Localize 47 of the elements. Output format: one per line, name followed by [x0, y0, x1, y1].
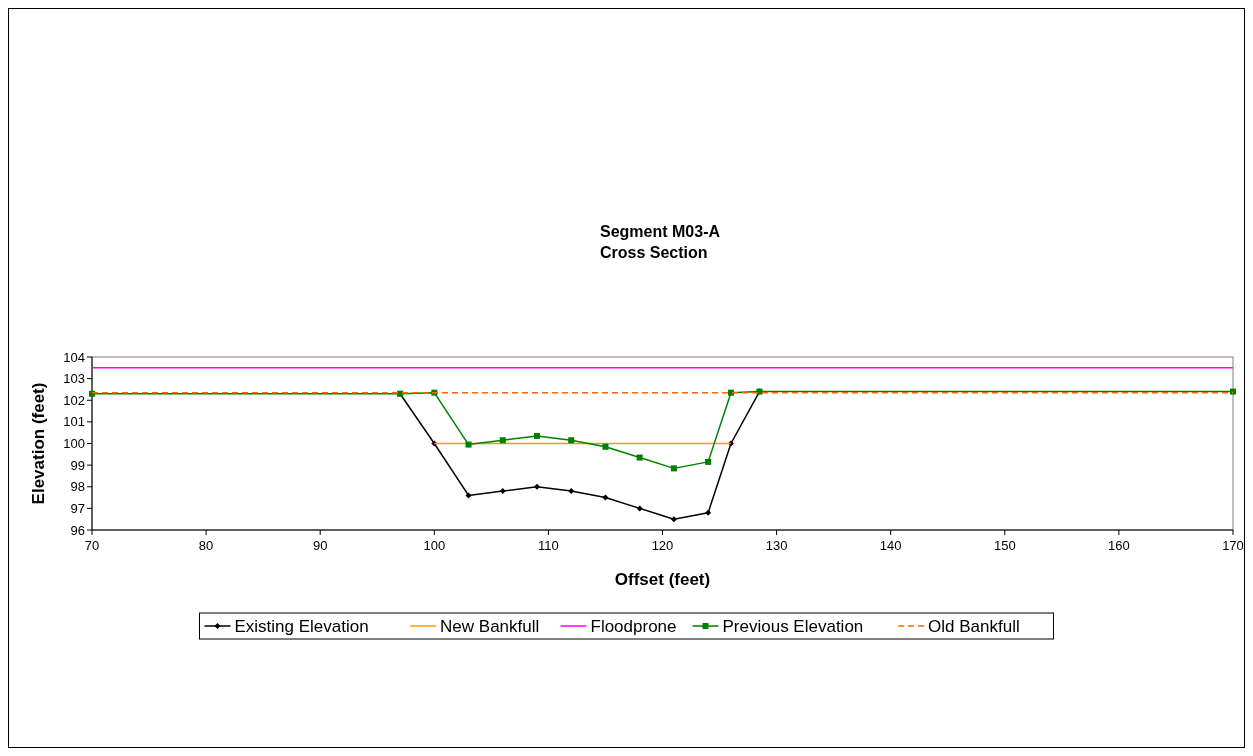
chart-title: Segment M03-A Cross Section — [600, 223, 721, 261]
point — [705, 509, 712, 516]
y-tick-label: 96 — [70, 522, 85, 538]
y-tick-label: 98 — [70, 479, 85, 495]
y-axis-title: Elevation (feet) — [29, 382, 48, 505]
point — [1230, 388, 1236, 395]
x-tick-label: 70 — [84, 538, 100, 553]
y-tick-label: 103 — [63, 371, 85, 387]
point — [705, 458, 712, 465]
point — [465, 441, 472, 448]
x-tick-label: 130 — [765, 538, 788, 553]
legend-label: Floodprone — [590, 616, 677, 636]
legend-label: Existing Elevation — [234, 616, 369, 636]
y-tick-label: 101 — [63, 414, 85, 430]
point — [465, 492, 472, 499]
point — [727, 389, 734, 396]
x-tick-label: 100 — [423, 538, 446, 553]
y-tick-label: 99 — [70, 457, 85, 473]
x-tick-label: 80 — [198, 538, 214, 553]
x-tick-label: 150 — [993, 538, 1016, 553]
x-tick-label: 160 — [1108, 538, 1130, 553]
point — [499, 488, 506, 495]
point — [670, 516, 677, 523]
point — [89, 390, 95, 397]
point — [636, 505, 643, 512]
point — [670, 465, 677, 472]
x-tick-label: 170 — [1222, 538, 1244, 553]
legend-label: Previous Elevation — [722, 616, 864, 636]
x-tick-label: 110 — [538, 538, 559, 553]
x-tick-label: 140 — [879, 538, 902, 553]
point — [636, 454, 643, 461]
point — [602, 494, 609, 501]
y-tick-label: 104 — [63, 349, 85, 365]
y-tick-label: 97 — [70, 500, 85, 516]
y-tick-label: 100 — [63, 436, 85, 452]
point — [499, 437, 506, 444]
x-tick-label: 90 — [312, 538, 328, 553]
legend-label: Old Bankfull — [928, 616, 1020, 636]
point — [568, 488, 575, 495]
y-tick-label: 102 — [63, 392, 85, 408]
point — [602, 443, 609, 450]
x-tick-label: 120 — [651, 538, 674, 553]
point — [533, 483, 540, 490]
legend-label: New Bankfull — [440, 616, 540, 636]
point — [568, 437, 575, 444]
x-axis-title: Offset (feet) — [614, 570, 711, 589]
point — [533, 432, 540, 439]
